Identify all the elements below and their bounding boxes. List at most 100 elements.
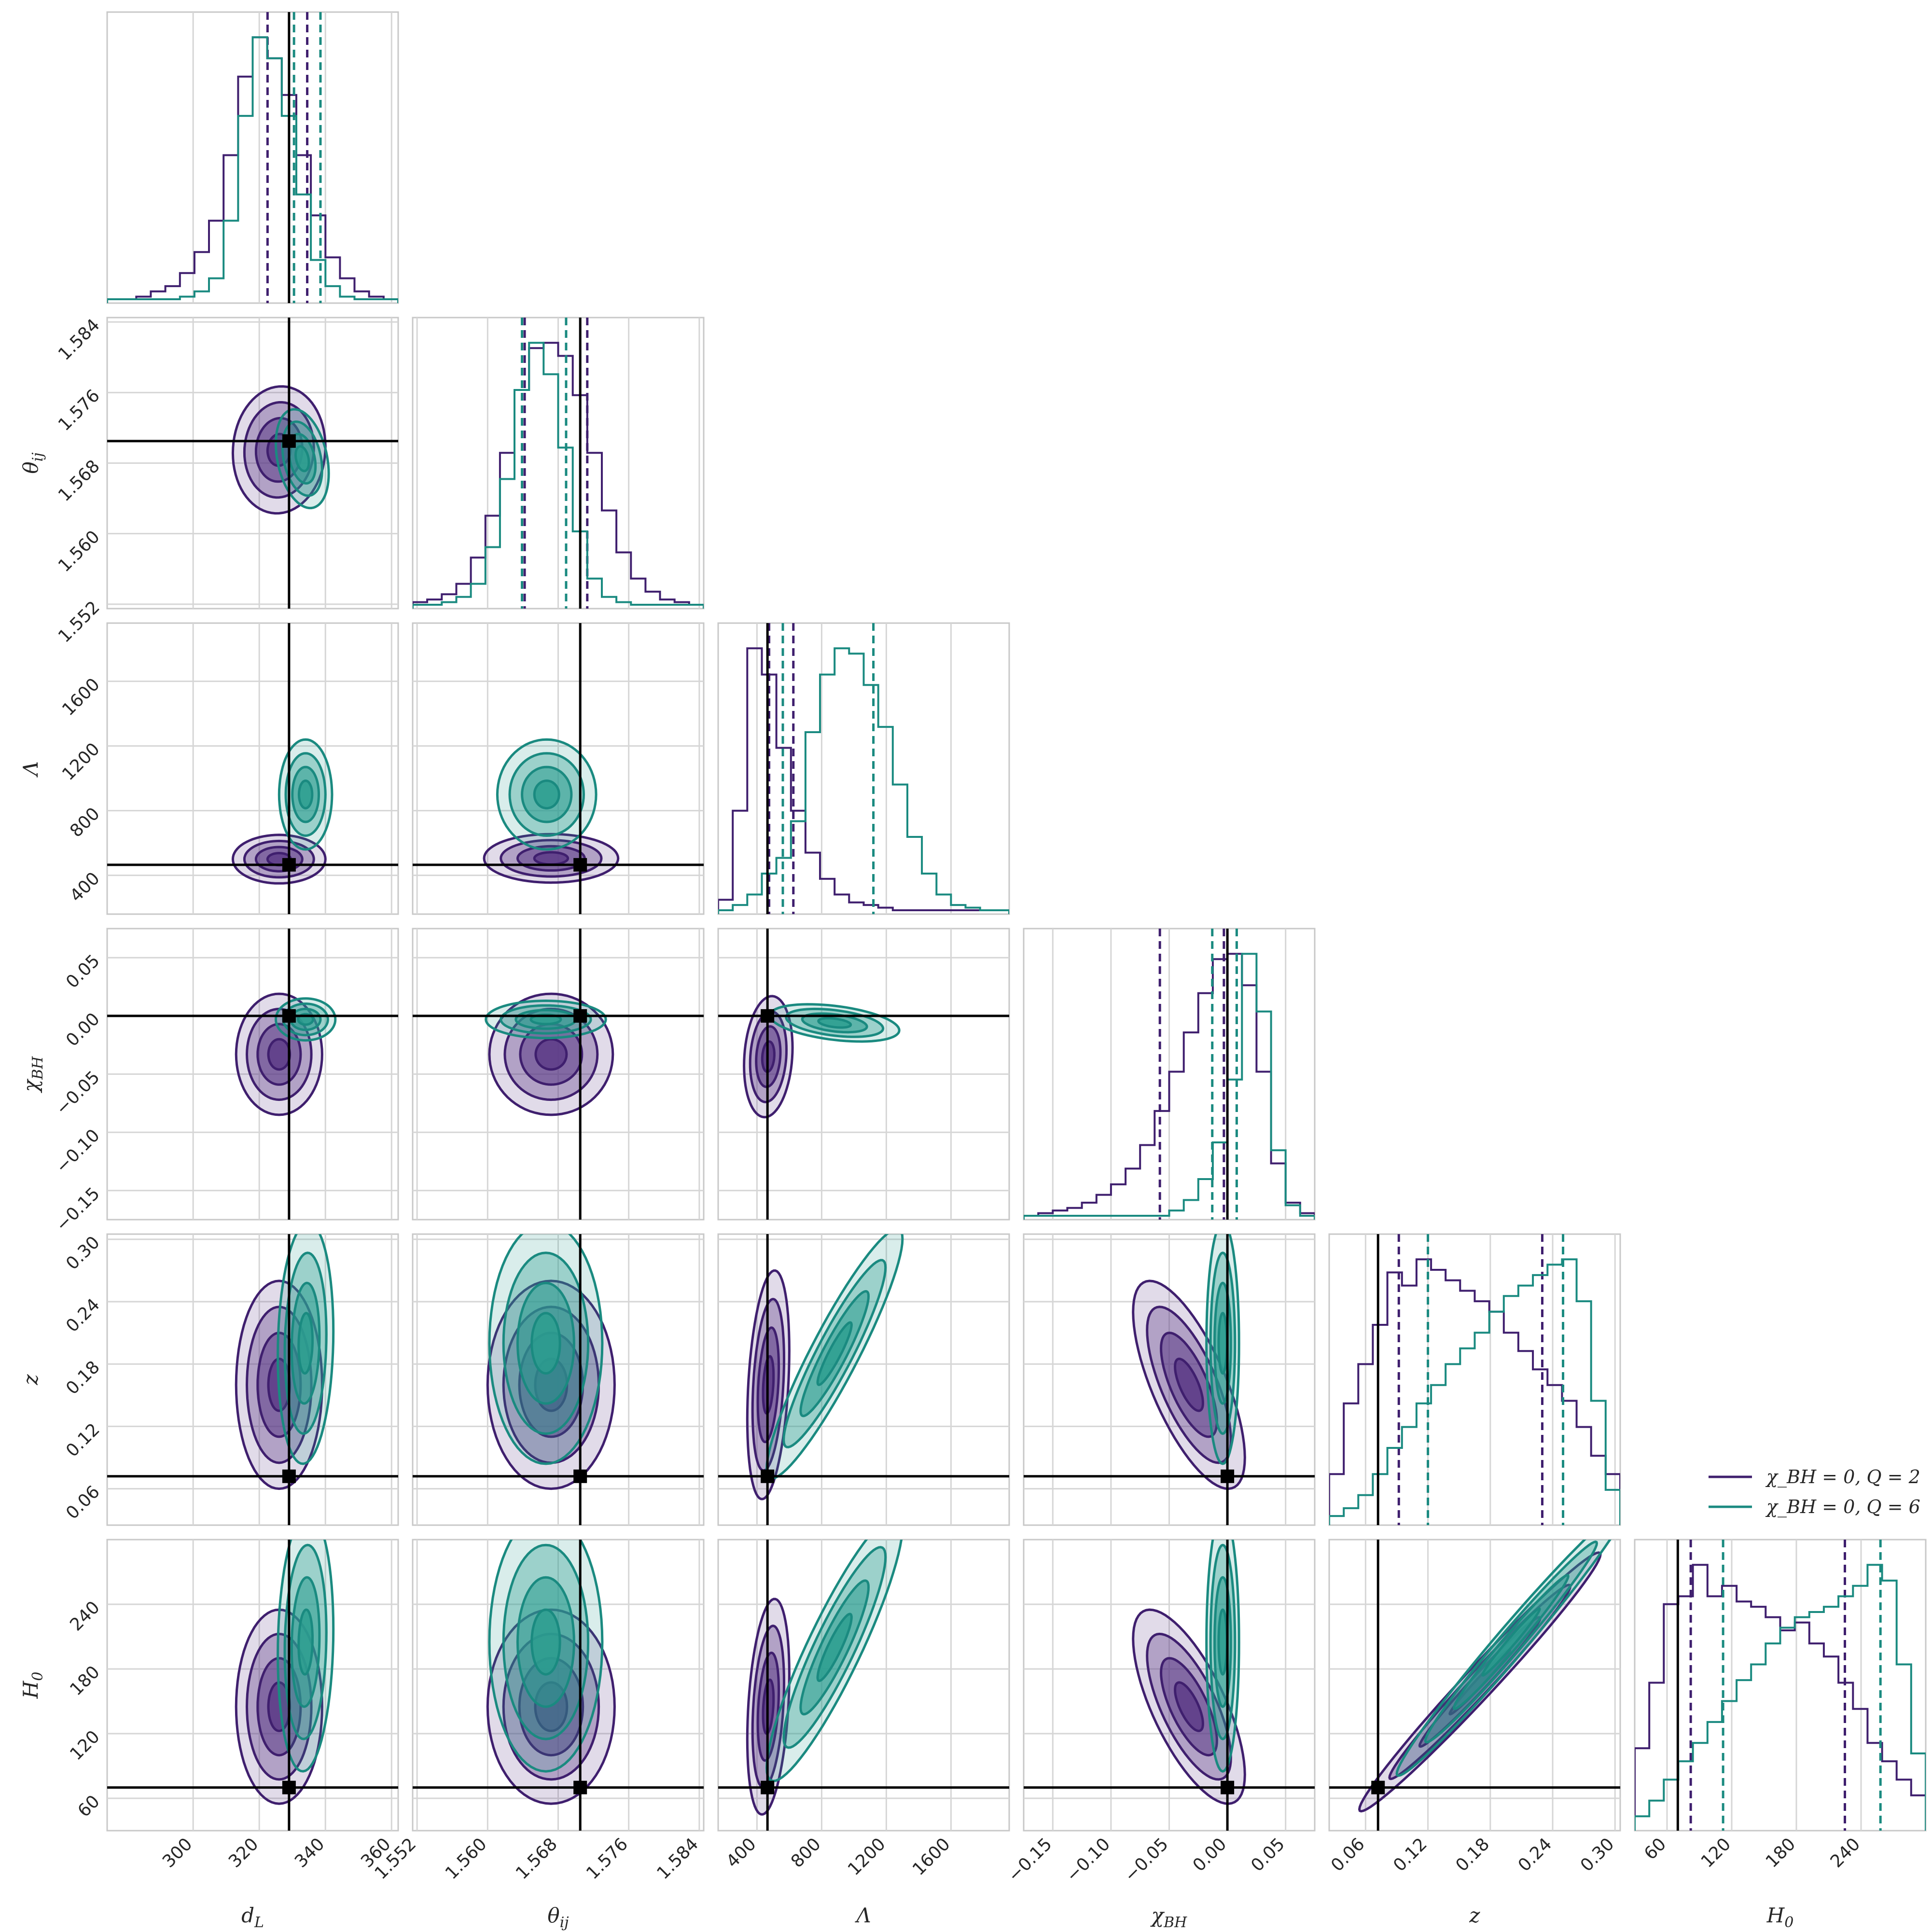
y-tick-label-z: 0.12	[62, 1419, 104, 1461]
corner-panels	[106, 11, 1927, 1832]
contour--bh-0-q-6	[297, 1312, 314, 1375]
y-tick-label-chi: −0.15	[52, 1184, 104, 1236]
contour-panel-dL-Lambda	[106, 622, 399, 915]
panel-content	[1024, 929, 1315, 1220]
y-axis-label-chi: χBH	[19, 1056, 46, 1093]
contour--bh-0-q-6	[297, 1608, 314, 1676]
contour-panel-theta-chi	[412, 928, 705, 1221]
y-tick-label-theta: 1.584	[55, 315, 104, 364]
panel-content	[413, 318, 704, 609]
contour--bh-0-q-6	[1217, 1312, 1228, 1375]
hist--bh-0-q-6-z	[1329, 1258, 1620, 1525]
panel-content	[1635, 1540, 1926, 1831]
panel-background	[1634, 1539, 1927, 1832]
hist--bh-0-q-6-dL	[107, 36, 398, 303]
contour--bh-0-q-2	[267, 1038, 292, 1071]
x-axis-label-chi: χBH	[1150, 1904, 1187, 1931]
contour-panel-dL-z	[106, 1233, 399, 1526]
x-axis-label-theta: θij	[547, 1904, 569, 1931]
contour--bh-0-q-2	[533, 851, 570, 866]
hist-panel-dL	[106, 11, 399, 304]
contour-panel-theta-z	[412, 1233, 705, 1526]
x-tick-label-chi: −0.15	[1004, 1834, 1056, 1886]
contour--bh-0-q-2	[1174, 1681, 1204, 1732]
contour--bh-0-q-6	[1217, 1608, 1228, 1676]
contour--bh-0-q-6	[294, 445, 310, 473]
y-axis-label-z: z	[19, 1374, 42, 1386]
panel-content	[107, 318, 398, 609]
contour--bh-0-q-6	[1481, 1607, 1541, 1677]
truth-marker	[573, 1009, 587, 1023]
contour--bh-0-q-6	[530, 1608, 561, 1676]
y-tick-label-Lambda: 1200	[58, 739, 104, 784]
y-tick-label-chi: −0.10	[52, 1126, 104, 1177]
x-tick-label-Lambda: 1600	[909, 1834, 954, 1879]
y-tick-label-z: 0.24	[62, 1295, 104, 1336]
y-axis-label-H0: H0	[19, 1672, 46, 1699]
panel-content	[1024, 1540, 1315, 1831]
y-tick-label-Lambda: 800	[66, 804, 104, 841]
y-tick-label-chi: −0.05	[52, 1067, 104, 1119]
panel-content	[718, 1540, 1009, 1831]
panel-content	[1329, 1540, 1620, 1831]
contour-panel-dL-chi	[106, 928, 399, 1221]
panel-content	[413, 1234, 704, 1525]
x-axis-label-Lambda: Λ	[854, 1904, 871, 1927]
legend: χ_BH = 0, Q = 2 χ_BH = 0, Q = 6	[1709, 1466, 1920, 1518]
y-tick-label-Lambda: 1600	[58, 674, 104, 720]
panel-content	[413, 929, 704, 1220]
x-tick-label-dL: 300	[159, 1834, 196, 1872]
contour-panel-theta-H0	[412, 1539, 705, 1832]
contour-panel-chi-H0	[1023, 1539, 1316, 1832]
truth-marker	[761, 1009, 775, 1023]
panel-content	[1329, 1234, 1620, 1525]
truth-marker	[1221, 1780, 1235, 1794]
truth-marker	[282, 434, 296, 448]
x-tick-label-Lambda: 1200	[844, 1834, 890, 1879]
panel-content	[413, 1540, 704, 1831]
x-tick-label-theta: 1.560	[442, 1834, 491, 1883]
hist-panel-chi	[1023, 928, 1316, 1221]
y-tick-label-z: 0.30	[62, 1233, 104, 1274]
x-tick-label-chi: −0.10	[1062, 1834, 1114, 1886]
y-tick-label-theta: 1.552	[55, 598, 104, 647]
hist-panel-theta	[412, 317, 705, 610]
panel-content	[107, 623, 398, 914]
truth-marker	[573, 858, 587, 872]
hist--bh-0-q-6-theta	[413, 342, 704, 609]
y-axis-label-theta: θij	[19, 452, 46, 473]
y-tick-label-z: 0.06	[62, 1482, 104, 1523]
panel-content	[1024, 1234, 1315, 1525]
x-tick-label-chi: −0.05	[1121, 1834, 1172, 1886]
hist-panel-H0	[1634, 1539, 1927, 1832]
x-axis-label-z: z	[1469, 1904, 1480, 1927]
y-tick-label-Lambda: 400	[66, 868, 104, 906]
truth-marker	[282, 1009, 296, 1023]
y-tick-label-z: 0.18	[62, 1357, 104, 1399]
x-tick-label-z: 0.12	[1390, 1834, 1431, 1876]
panel-content	[718, 1234, 1009, 1525]
x-tick-label-H0: 240	[1827, 1834, 1864, 1872]
x-tick-label-theta: 1.584	[653, 1834, 702, 1883]
y-tick-label-chi: 0.05	[62, 951, 104, 992]
x-tick-label-chi: 0.00	[1189, 1834, 1231, 1876]
y-tick-label-H0: 60	[74, 1792, 103, 1821]
contour-panel-dL-H0	[106, 1539, 399, 1832]
panel-content	[107, 1234, 398, 1525]
contour-panel-theta-Lambda	[412, 622, 705, 915]
contour-panel-Lambda-H0	[717, 1539, 1010, 1832]
contour--bh-0-q-6	[297, 779, 314, 810]
contour--bh-0-q-6	[817, 1017, 852, 1029]
hist--bh-0-q-6-Lambda	[718, 647, 1009, 914]
legend-label-q2: χ_BH = 0, Q = 2	[1765, 1466, 1920, 1488]
x-axis-label-dL: dL	[241, 1904, 264, 1931]
x-tick-label-dL: 340	[291, 1834, 329, 1872]
panel-content	[718, 929, 1009, 1220]
x-tick-label-chi: 0.05	[1247, 1834, 1289, 1876]
panel-content	[413, 623, 704, 914]
hist--bh-0-q-2-z	[1329, 1258, 1620, 1525]
truth-marker	[282, 1780, 296, 1794]
y-tick-label-H0: 120	[66, 1727, 104, 1765]
contour--bh-0-q-6	[816, 1612, 853, 1682]
